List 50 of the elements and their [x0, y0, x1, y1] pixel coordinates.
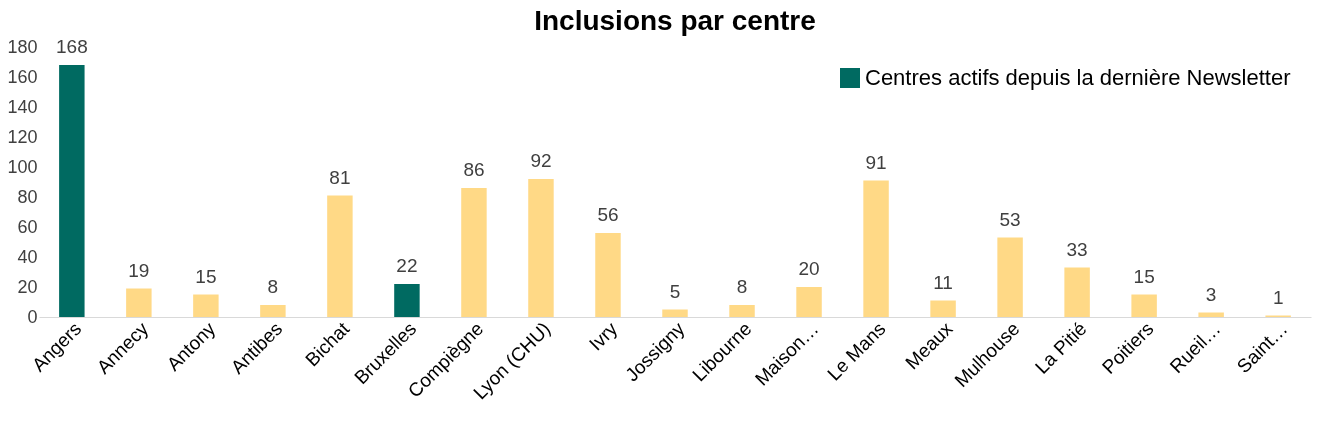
bar	[930, 300, 956, 317]
y-tick-label: 120	[7, 126, 38, 147]
data-label: 20	[798, 258, 820, 279]
data-label: 91	[865, 151, 887, 173]
y-tick-label: 80	[17, 186, 38, 207]
bar	[1064, 267, 1090, 317]
chart-title: Inclusions par centre	[534, 5, 816, 36]
bar	[59, 65, 85, 317]
bar	[796, 287, 822, 317]
y-tick-label: 180	[7, 36, 38, 57]
data-label: 81	[329, 166, 351, 188]
data-label: 8	[267, 276, 279, 297]
bar	[662, 309, 688, 317]
data-label: 86	[463, 159, 485, 180]
bar	[729, 305, 755, 317]
bar	[394, 284, 420, 317]
data-label: 5	[669, 280, 681, 302]
y-tick-label: 0	[27, 306, 38, 327]
bar	[997, 237, 1023, 317]
x-tick-label: Ivry	[584, 317, 622, 355]
bar	[528, 179, 554, 317]
data-label: 1	[1272, 286, 1284, 308]
data-label: 22	[396, 255, 418, 276]
bar	[126, 288, 152, 317]
y-tick-label: 100	[7, 156, 38, 177]
y-tick-label: 160	[7, 66, 38, 87]
data-label: 168	[55, 36, 88, 57]
data-label: 15	[1133, 265, 1155, 287]
bar	[461, 188, 487, 317]
y-tick-label: 20	[17, 276, 38, 297]
data-label: 3	[1205, 283, 1217, 305]
bar	[595, 233, 621, 317]
y-tick-label: 40	[17, 246, 38, 267]
bar	[327, 195, 353, 317]
bar	[863, 180, 889, 317]
bar	[193, 294, 219, 317]
data-label: 92	[530, 150, 552, 171]
bar	[1198, 312, 1224, 317]
data-label: 56	[597, 204, 619, 225]
data-label: 15	[195, 265, 217, 287]
data-label: 33	[1066, 238, 1088, 260]
y-tick-label: 140	[7, 96, 38, 117]
y-tick-label: 60	[17, 216, 38, 237]
legend-label: Centres actifs depuis la dernière Newsletter	[865, 65, 1291, 90]
bar	[260, 305, 286, 317]
data-label: 19	[128, 259, 150, 281]
bar	[1131, 294, 1157, 317]
data-label: 11	[933, 271, 953, 293]
data-label: 53	[999, 208, 1021, 230]
data-label: 8	[736, 276, 748, 297]
